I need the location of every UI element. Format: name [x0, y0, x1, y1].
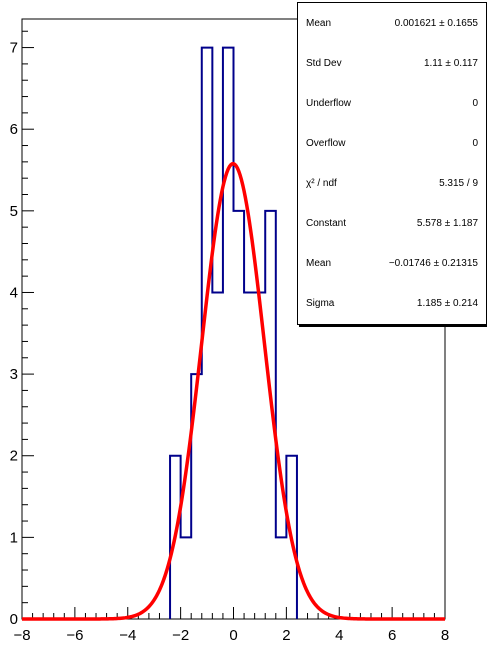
y-tick-label: 3 — [10, 366, 18, 383]
x-tick-label: −8 — [13, 627, 30, 644]
x-tick-label: 2 — [282, 627, 290, 644]
stat-row: Constant 5.578 ± 1.187 — [298, 216, 486, 232]
stat-value: 0 — [472, 138, 478, 149]
stat-value: 5.578 ± 1.187 — [416, 218, 478, 229]
stat-row: Mean −0.01746 ± 0.21315 — [298, 256, 486, 272]
stat-label: Constant — [306, 218, 347, 229]
y-tick-label: 6 — [10, 121, 18, 138]
stat-value: 5.315 / 9 — [439, 178, 478, 189]
stat-label: χ² / ndf — [306, 178, 337, 189]
stat-label: Underflow — [306, 98, 352, 109]
stat-label: Mean — [306, 258, 332, 269]
stat-value: 0 — [472, 98, 478, 109]
x-tick-label: −4 — [119, 627, 136, 644]
x-tick-label: −6 — [66, 627, 83, 644]
stat-value: −0.01746 ± 0.21315 — [388, 258, 478, 269]
x-tick-label: 0 — [229, 627, 237, 644]
x-tick-label: 8 — [441, 627, 449, 644]
stats-box: Mean 0.001621 ± 0.1655 Std Dev 1.11 ± 0.… — [297, 2, 487, 325]
y-tick-labels: 0 1 2 3 4 5 6 7 — [10, 40, 18, 628]
stat-row: Underflow 0 — [298, 96, 486, 112]
stat-row: χ² / ndf 5.315 / 9 — [298, 176, 486, 192]
gaussian-fit-curve — [22, 161, 445, 621]
y-tick-label: 7 — [10, 40, 18, 57]
stat-row: Overflow 0 — [298, 136, 486, 152]
stat-row: Std Dev 1.11 ± 0.117 — [298, 56, 486, 72]
stat-label: Overflow — [306, 138, 346, 149]
y-tick-label: 2 — [10, 448, 18, 465]
y-tick-label: 4 — [10, 284, 18, 301]
y-tick-label: 5 — [10, 203, 18, 220]
stat-value: 1.11 ± 0.117 — [423, 58, 478, 69]
x-tick-labels: −8 −6 −4 −2 0 2 4 6 8 — [13, 627, 449, 644]
y-tick-label: 0 — [10, 611, 18, 628]
histogram-outline — [169, 46, 298, 619]
stat-value: 0.001621 ± 0.1655 — [394, 18, 478, 29]
stat-label: Sigma — [306, 298, 335, 309]
y-tick-label: 1 — [10, 529, 18, 546]
stat-row: Mean 0.001621 ± 0.1655 — [298, 16, 486, 32]
stat-row: Sigma 1.185 ± 0.214 — [298, 296, 486, 312]
stat-label: Std Dev — [306, 58, 342, 69]
x-tick-label: 4 — [335, 627, 343, 644]
axis-ticks — [21, 30, 446, 620]
stat-value: 1.185 ± 0.214 — [416, 298, 478, 309]
stat-label: Mean — [306, 18, 332, 29]
x-tick-label: −2 — [172, 627, 189, 644]
x-tick-label: 6 — [388, 627, 396, 644]
